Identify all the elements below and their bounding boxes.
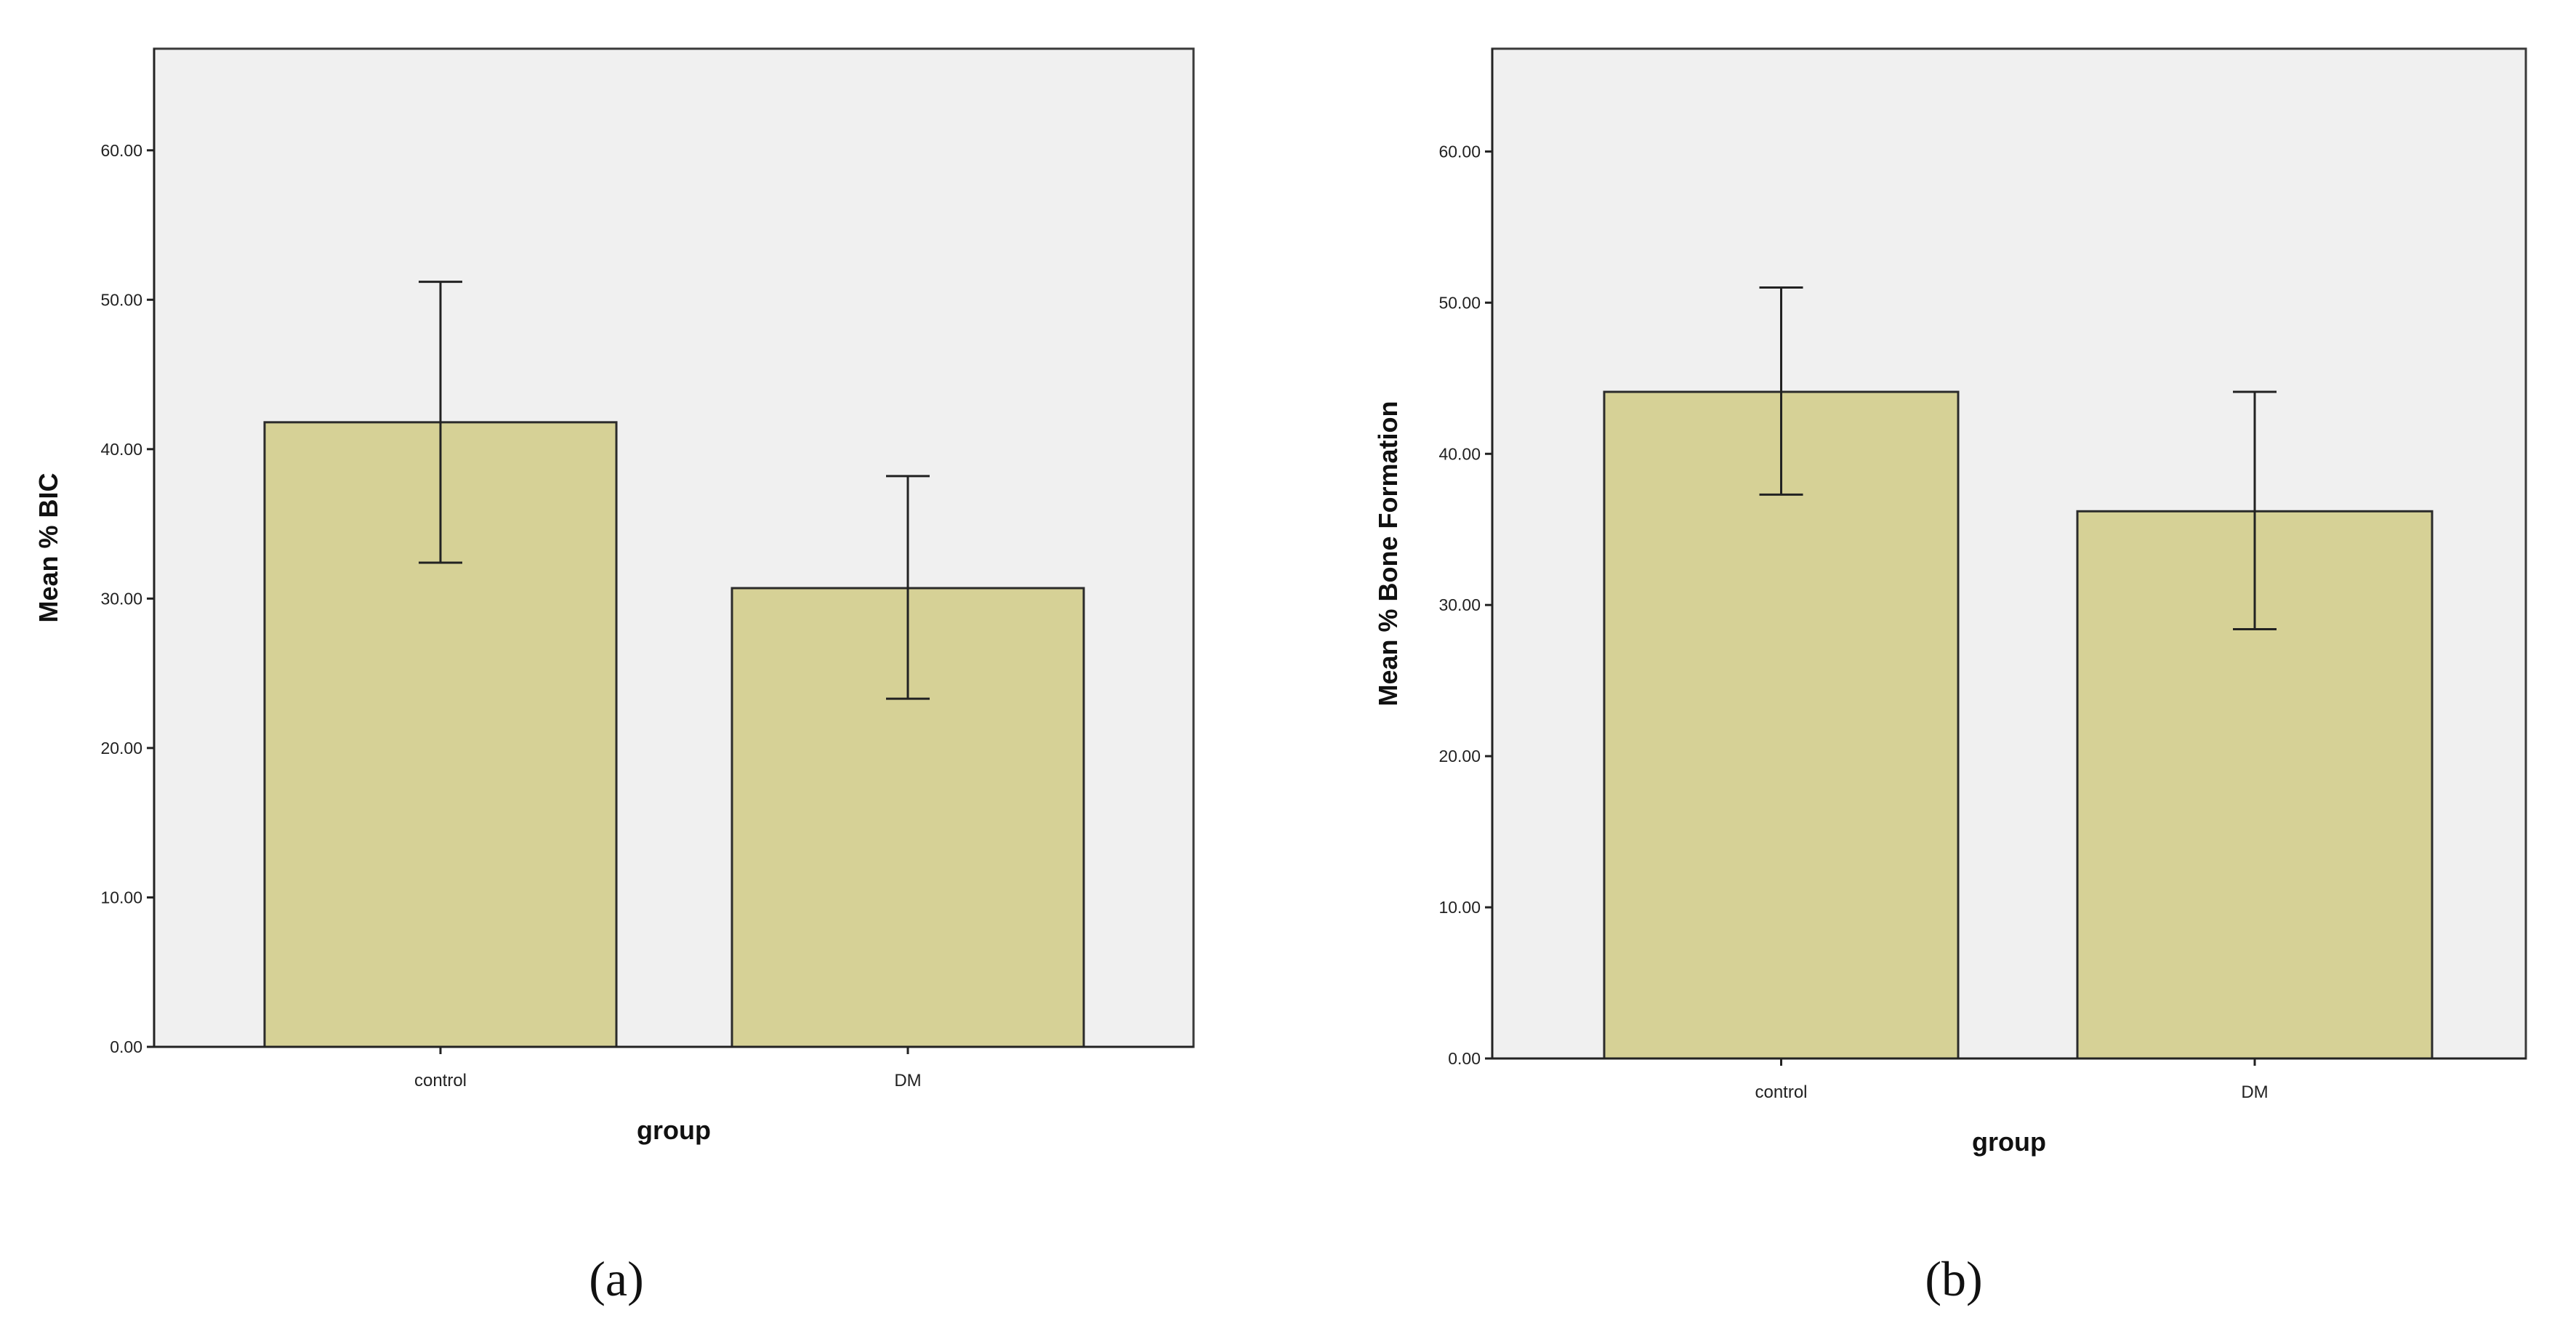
y-tick-label: 10.00 — [1438, 898, 1481, 917]
x-tick-label: control — [414, 1071, 467, 1090]
chart-b: 0.00 10.00 20.00 30.00 40.00 50.00 60.00 contro… — [1373, 47, 2527, 1306]
y-tick-label: 20.00 — [1438, 747, 1481, 766]
x-tick-label: DM — [2241, 1082, 2268, 1102]
y-tick-label: 50.00 — [1438, 293, 1481, 312]
y-tick-label: 60.00 — [1438, 142, 1481, 161]
chart-a: 0.00 10.00 20.00 30.00 40.00 50.00 60.00 contro… — [33, 47, 1195, 1306]
y-tick-label: 0.00 — [1448, 1049, 1481, 1068]
y-axis-title: Mean % Bone Formation — [1373, 401, 1403, 706]
x-axis-title: group — [637, 1115, 711, 1145]
y-tick-label: 40.00 — [1438, 444, 1481, 463]
y-tick-label: 40.00 — [100, 440, 142, 459]
y-tick-label: 60.00 — [100, 141, 142, 160]
panel-label: (b) — [1925, 1251, 1982, 1306]
y-tick-label: 30.00 — [100, 589, 142, 608]
y-axis-title: Mean % BIC — [33, 473, 63, 622]
y-tick-label: 20.00 — [100, 739, 142, 758]
x-axis-title: group — [1972, 1127, 2046, 1157]
x-tick-label: DM — [894, 1071, 921, 1090]
panel-label: (a) — [589, 1251, 643, 1306]
y-tick-label: 0.00 — [110, 1037, 142, 1056]
y-tick-label: 50.00 — [100, 290, 142, 309]
y-tick-label: 10.00 — [100, 888, 142, 907]
x-tick-label: control — [1755, 1082, 1807, 1102]
y-tick-label: 30.00 — [1438, 595, 1481, 614]
bar-control — [1603, 390, 1960, 1060]
